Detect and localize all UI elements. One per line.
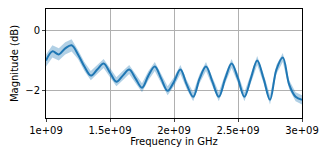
svg-text:Magnitude (dB): Magnitude (dB) xyxy=(9,25,20,102)
svg-text:3e+09: 3e+09 xyxy=(285,125,319,136)
svg-text:1.5e+09: 1.5e+09 xyxy=(88,125,131,136)
svg-text:2e+09: 2e+09 xyxy=(157,125,191,136)
svg-text:1e+09: 1e+09 xyxy=(29,125,63,136)
svg-text:−2: −2 xyxy=(25,85,40,96)
svg-text:2.5e+09: 2.5e+09 xyxy=(216,125,259,136)
svg-text:Frequency in GHz: Frequency in GHz xyxy=(130,136,218,147)
svg-text:0: 0 xyxy=(34,25,40,36)
